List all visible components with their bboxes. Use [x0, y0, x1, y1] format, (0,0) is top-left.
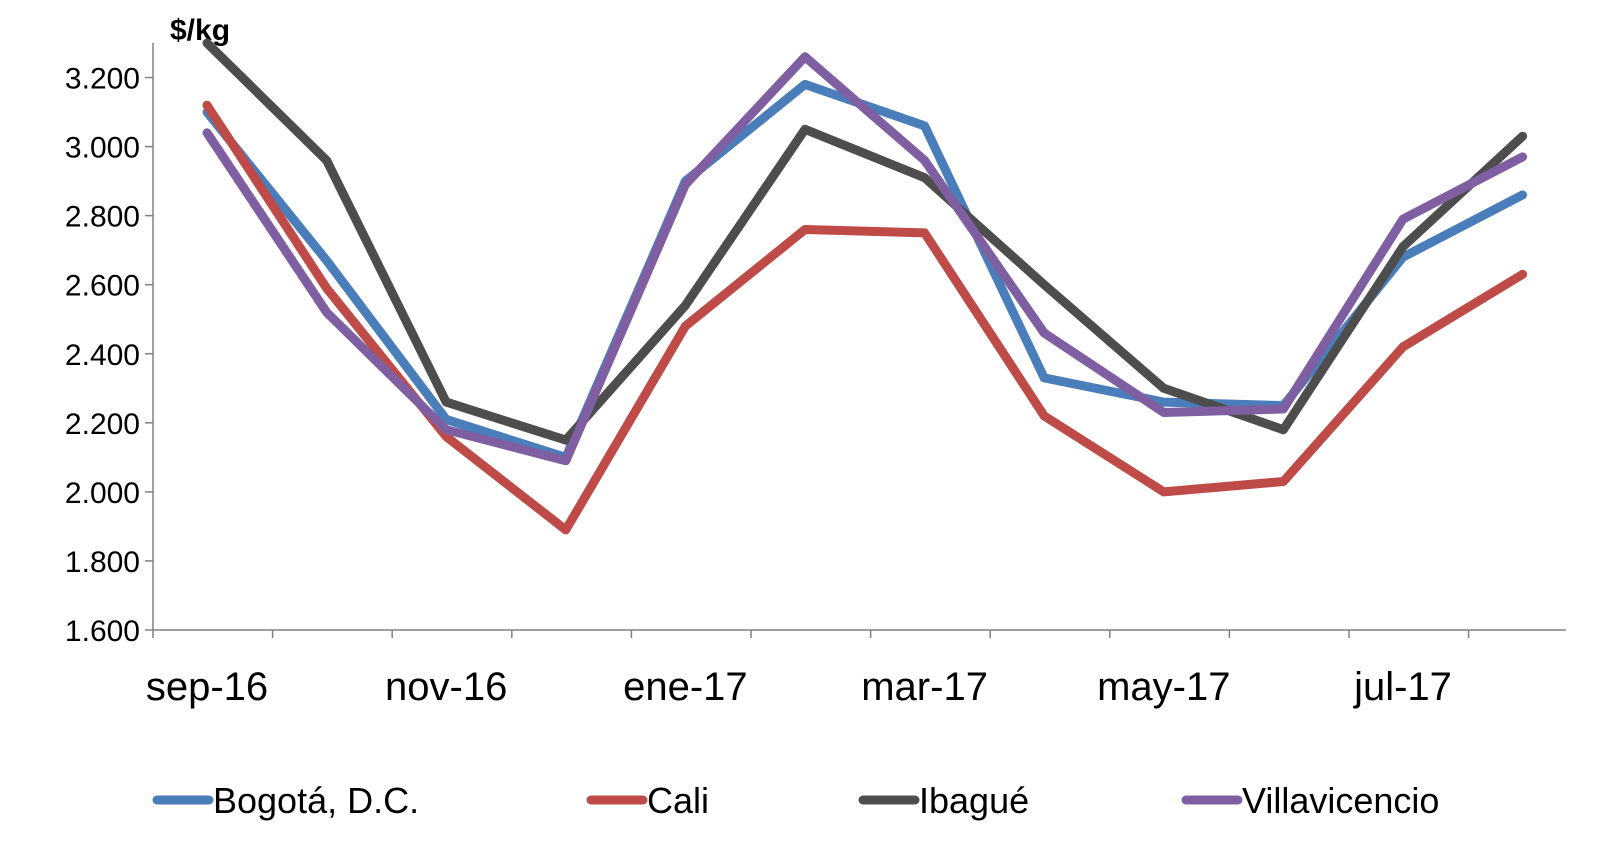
y-tick-label: 2.000: [65, 477, 140, 510]
unit-label: $/kg: [170, 14, 230, 47]
y-tick-label: 3.000: [65, 132, 140, 165]
x-tick-label: ene-17: [623, 665, 748, 709]
series-line-bogotá-d-c: [202, 79, 1528, 462]
y-tick-label: 2.600: [65, 270, 140, 303]
legend-label: Villavicencio: [1242, 780, 1439, 821]
y-tick-label: 3.200: [65, 63, 140, 96]
y-tick-label: 2.800: [65, 201, 140, 234]
y-tick-label: 2.400: [65, 339, 140, 372]
x-tick-label: mar-17: [861, 665, 988, 709]
x-axis-ticks: sep-16 nov-16 ene-17 mar-17 may-17 jul-17: [146, 630, 1470, 709]
x-tick-label: jul-17: [1353, 665, 1452, 709]
y-axis-ticks: 1.600 1.800 2.000 2.200 2.400 2.600 2.800 3.000…: [65, 63, 153, 648]
legend-label: Bogotá, D.C.: [213, 780, 419, 821]
y-tick-label: 2.200: [65, 408, 140, 441]
x-tick-label: may-17: [1097, 665, 1230, 709]
series-line-ibagué: [202, 38, 1528, 445]
legend: Bogotá, D.C. Cali Ibagué Villavicencio: [152, 780, 1439, 821]
series-line-villavicencio: [202, 52, 1528, 466]
legend-label: Ibagué: [919, 780, 1029, 821]
x-tick-label: sep-16: [146, 665, 268, 709]
x-tick-label: nov-16: [385, 665, 507, 709]
legend-label: Cali: [647, 780, 709, 821]
series-lines: [202, 38, 1528, 535]
y-tick-label: 1.600: [65, 615, 140, 648]
axes: [152, 43, 1566, 631]
y-tick-label: 1.800: [65, 546, 140, 579]
